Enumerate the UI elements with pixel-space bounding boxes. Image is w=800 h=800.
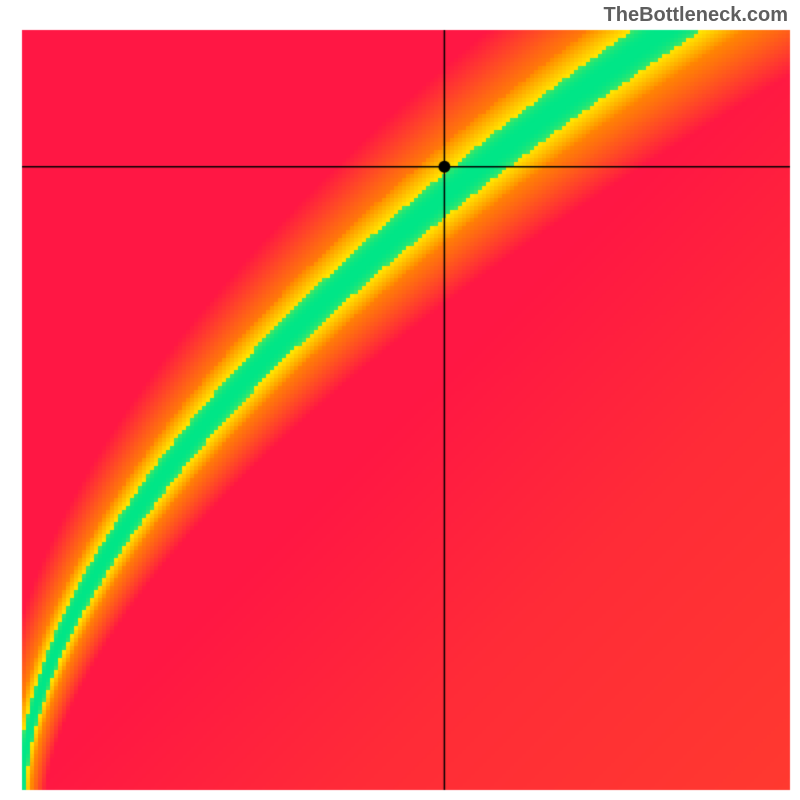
heatmap-canvas bbox=[0, 0, 800, 800]
bottleneck-chart-container: TheBottleneck.com bbox=[0, 0, 800, 800]
watermark-text: TheBottleneck.com bbox=[604, 4, 788, 27]
